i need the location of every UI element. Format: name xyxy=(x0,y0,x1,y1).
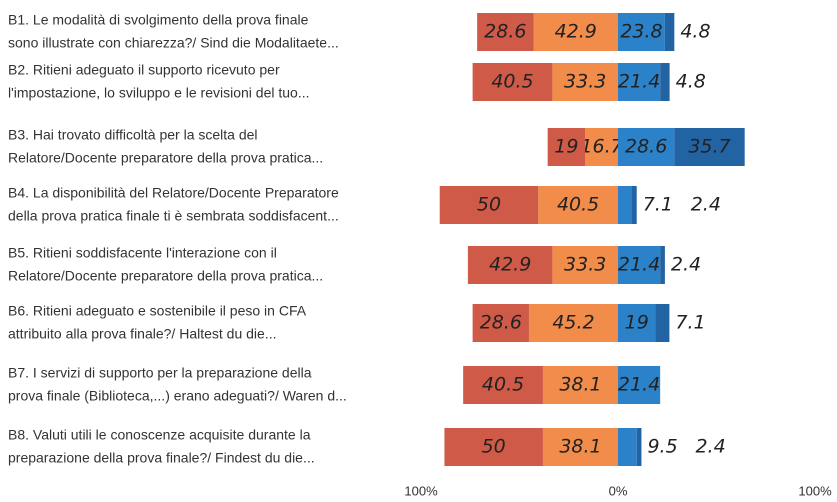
bar-segment xyxy=(660,246,665,284)
value-label: 33.3 xyxy=(564,254,606,276)
value-label: 21.4 xyxy=(618,71,660,93)
value-label: 50 xyxy=(482,436,506,458)
x-tick-label: 100% xyxy=(798,483,832,498)
bar-segment xyxy=(664,13,675,51)
bar-segment xyxy=(618,186,632,224)
value-label: 19 xyxy=(554,136,578,158)
bar-segment xyxy=(674,128,745,166)
question-label: B7. I servizi di supporto per la prepara… xyxy=(8,365,312,381)
question-label: B4. La disponibilità del Relatore/Docent… xyxy=(8,185,339,201)
bar-segment xyxy=(618,63,661,101)
value-label: 19 xyxy=(625,312,649,334)
question-label: della prova pratica finale ti è sembrata… xyxy=(8,208,339,224)
bar-segment xyxy=(636,428,642,466)
value-label: 42.9 xyxy=(489,254,531,276)
value-label: 38.1 xyxy=(559,374,601,396)
bar-segment xyxy=(618,366,661,404)
bar-segment xyxy=(552,63,618,101)
value-label: 35.7 xyxy=(688,136,730,158)
value-label: 40.5 xyxy=(482,374,524,396)
question-label: l'impostazione, lo sviluppo e le revisio… xyxy=(8,85,310,101)
question-label: Relatore/Docente preparatore della prova… xyxy=(8,268,323,284)
bar-segment xyxy=(477,13,534,51)
value-label: 21.4 xyxy=(618,374,660,396)
value-label: 33.3 xyxy=(564,71,606,93)
value-label: 4.8 xyxy=(680,21,710,43)
x-tick-label: 100% xyxy=(404,483,438,498)
value-label: 40.5 xyxy=(491,71,533,93)
value-label: 42.9 xyxy=(555,21,597,43)
question-label: B2. Ritieni adeguato il supporto ricevut… xyxy=(8,62,280,78)
question-label: B5. Ritieni soddisfacente l'interazione … xyxy=(8,245,277,261)
bar-segment xyxy=(655,304,670,342)
value-label: 16.7 xyxy=(580,136,622,158)
value-label: 40.5 xyxy=(557,194,599,216)
bar-segment xyxy=(618,13,665,51)
value-label: 2.4 xyxy=(671,254,701,276)
bar-segment xyxy=(631,186,637,224)
x-tick-label: 0% xyxy=(609,483,628,498)
value-label: 28.6 xyxy=(480,312,522,334)
value-label: 9.5 xyxy=(647,436,677,458)
value-label: 4.8 xyxy=(676,71,706,93)
value-label: 50 xyxy=(477,194,501,216)
value-label: 21.4 xyxy=(618,254,660,276)
bar-segment xyxy=(618,246,661,284)
bar-segment xyxy=(439,186,539,224)
bar-segment xyxy=(444,428,543,466)
bar-segment xyxy=(585,128,618,166)
bar-segment xyxy=(472,304,529,342)
value-label: 2.4 xyxy=(691,194,721,216)
question-label: sono illustrate con chiarezza?/ Sind die… xyxy=(8,35,339,51)
value-label: 2.4 xyxy=(695,436,725,458)
bar-segment xyxy=(547,128,586,166)
bar-segment xyxy=(463,366,543,404)
question-label: attribuito alla prova finale?/ Haltest d… xyxy=(8,326,277,342)
bar-segment xyxy=(533,13,618,51)
value-label: 45.2 xyxy=(552,312,594,334)
bar-segment xyxy=(538,186,618,224)
bar-segment xyxy=(472,63,553,101)
bar-segment xyxy=(660,63,670,101)
question-label: B3. Hai trovato difficoltà per la scelta… xyxy=(8,127,258,143)
question-label: preparazione della prova finale?/ Findes… xyxy=(8,450,315,466)
bar-segment xyxy=(542,366,618,404)
bar-segment xyxy=(618,304,656,342)
bar-segment xyxy=(618,428,637,466)
bar-segment xyxy=(618,128,675,166)
value-label: 28.6 xyxy=(484,21,526,43)
question-label: Relatore/Docente preparatore della prova… xyxy=(8,150,323,166)
value-label: 28.6 xyxy=(625,136,667,158)
value-label: 38.1 xyxy=(559,436,601,458)
bar-segment xyxy=(467,246,553,284)
question-label: B1. Le modalità di svolgimento della pro… xyxy=(8,12,309,28)
value-label: 23.8 xyxy=(620,21,662,43)
bar-segment xyxy=(528,304,618,342)
value-label: 7.1 xyxy=(643,194,673,216)
value-label: 7.1 xyxy=(675,312,705,334)
question-label: B8. Valuti utili le conoscenze acquisite… xyxy=(8,427,311,443)
bar-segment xyxy=(542,428,618,466)
question-label: B6. Ritieni adeguato e sostenibile il pe… xyxy=(8,303,307,319)
bar-segment xyxy=(552,246,618,284)
question-label: prova finale (Biblioteca,...) erano adeg… xyxy=(8,388,347,404)
